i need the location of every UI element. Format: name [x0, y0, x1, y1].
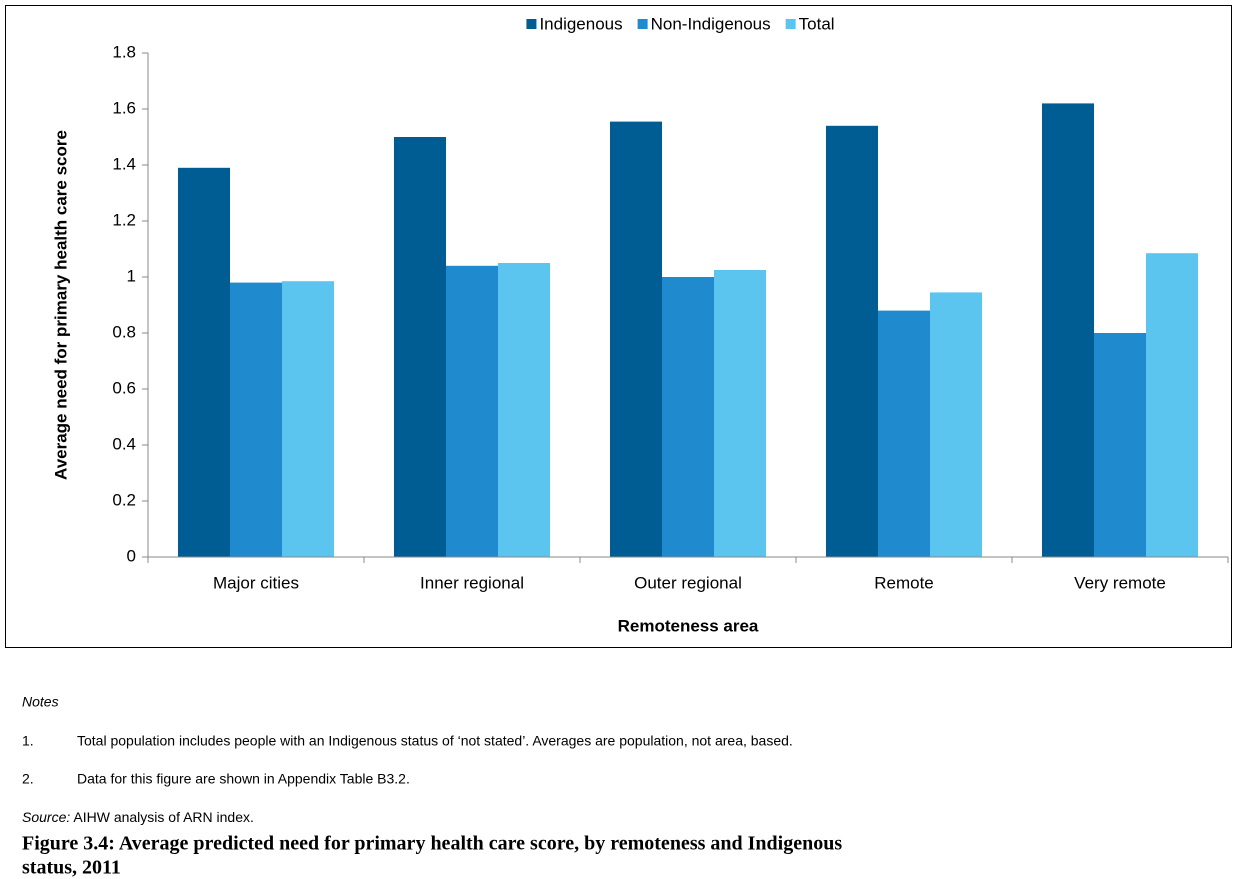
y-tick-label: 1.6: [112, 98, 136, 117]
x-tick-label: Outer regional: [634, 573, 742, 592]
y-tick-label: 1.4: [112, 154, 136, 173]
legend-label: Total: [799, 14, 835, 33]
y-tick-label: 0.6: [112, 378, 136, 397]
y-tick-label: 0.8: [112, 322, 136, 341]
bar: [662, 277, 714, 557]
x-tick-label: Major cities: [213, 573, 299, 592]
bar: [714, 270, 766, 557]
legend-label: Indigenous: [539, 14, 622, 33]
y-tick-label: 1: [127, 266, 136, 285]
bar: [930, 292, 982, 557]
caption: status, 2011: [22, 857, 121, 879]
bar: [394, 137, 446, 557]
bar: [178, 167, 230, 558]
legend-swatch: [526, 19, 537, 29]
notes: Notes 1. Total population includes peopl…: [22, 694, 793, 825]
bar: [1146, 253, 1198, 557]
y-tick-label: 1.2: [112, 210, 136, 229]
y-tick-label: 1.8: [112, 42, 136, 61]
bar: [282, 281, 334, 557]
notes-heading: Notes: [22, 694, 59, 710]
bar: [1042, 103, 1094, 558]
bar: [1094, 333, 1146, 557]
x-tick-label: Inner regional: [420, 573, 524, 592]
x-tick-label: Remote: [874, 573, 934, 592]
caption: Figure 3.4: Average predicted need for p…: [22, 833, 842, 855]
legend-swatch: [785, 19, 796, 29]
bar: [610, 121, 662, 557]
y-axis-title: Average need for primary health care sco…: [51, 130, 70, 480]
y-tick-label: 0.2: [112, 490, 136, 509]
source-label: Source:: [22, 809, 70, 825]
source-text: AIHW analysis of ARN index.: [73, 809, 254, 825]
legend-label: Non-Indigenous: [651, 14, 771, 33]
bar: [498, 263, 550, 557]
note-text: Total population includes people with an…: [77, 733, 793, 749]
note-text: Data for this figure are shown in Append…: [77, 771, 410, 787]
legend-swatch: [637, 19, 648, 29]
bar: [230, 282, 282, 557]
y-tick-label: 0: [127, 546, 136, 565]
x-axis-title: Remoteness area: [618, 616, 759, 635]
x-tick-label: Very remote: [1074, 573, 1166, 592]
bar: [878, 310, 930, 557]
bar: [826, 125, 878, 558]
bar: [446, 265, 498, 557]
chart-frame: [5, 5, 1232, 648]
note-number: 1.: [22, 733, 34, 749]
note-number: 2.: [22, 771, 34, 787]
source: Source: AIHW analysis of ARN index.: [22, 809, 254, 825]
y-tick-label: 0.4: [112, 434, 136, 453]
